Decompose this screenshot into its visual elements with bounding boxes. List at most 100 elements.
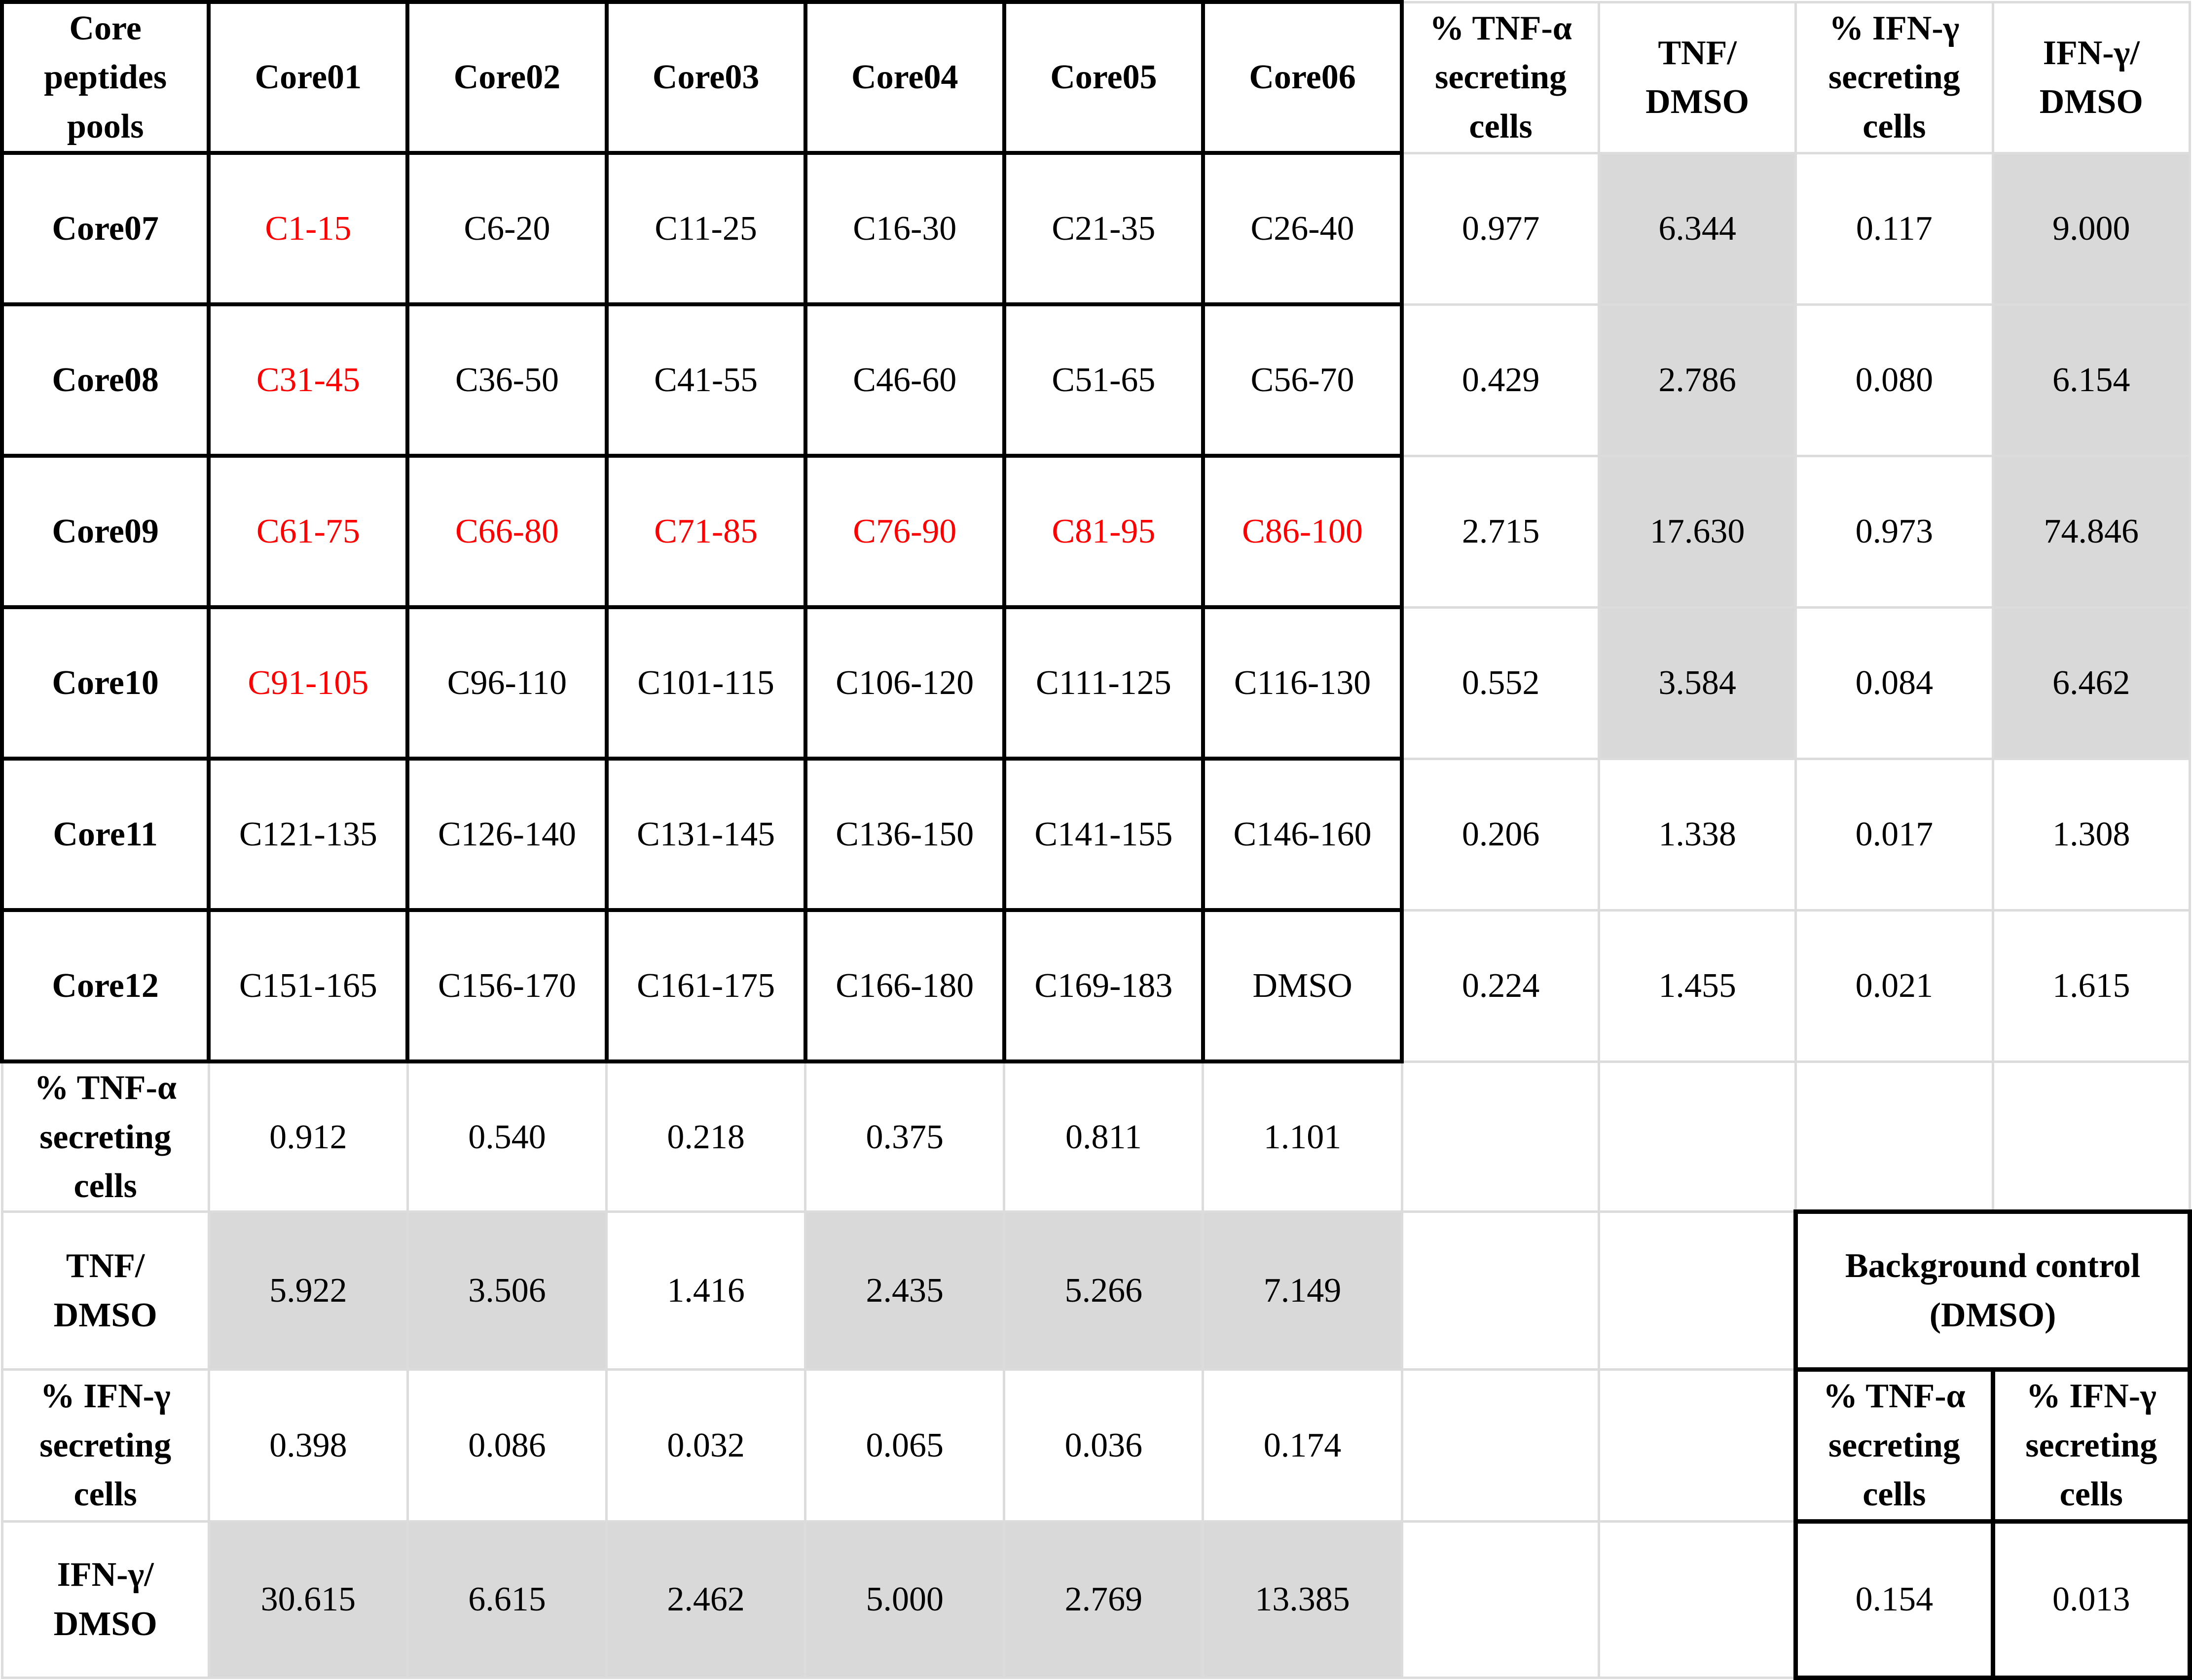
value-cell: 3.506 — [406, 1210, 608, 1371]
value-cell: 0.036 — [1003, 1368, 1205, 1523]
value-cell-tnf-pct: 2.715 — [1400, 454, 1601, 609]
col-header-core04: Core04 — [803, 0, 1006, 155]
empty-cell — [1598, 1210, 1797, 1371]
peptide-cell: C156-170 — [405, 908, 609, 1064]
header-row: Core peptides pools Core01 Core02 Core03… — [0, 0, 2192, 155]
row-label-core08: Core08 — [0, 302, 211, 458]
peptide-cell: C169-183 — [1002, 908, 1205, 1064]
row-label-core10: Core10 — [0, 605, 211, 761]
empty-cell — [1400, 1368, 1601, 1523]
peptide-cell: C11-25 — [604, 151, 807, 307]
value-cell-tnf-pct: 0.552 — [1400, 606, 1601, 760]
empty-cell — [1991, 1060, 2192, 1213]
peptide-cell: C41-55 — [604, 302, 807, 458]
value-cell: 5.266 — [1003, 1210, 1205, 1371]
peptide-cell: C161-175 — [604, 908, 807, 1064]
peptide-cell: C136-150 — [803, 757, 1006, 913]
peptide-cell: C106-120 — [803, 605, 1006, 761]
value-cell: 1.416 — [605, 1210, 807, 1371]
empty-cell — [1598, 1368, 1797, 1523]
value-cell: 2.462 — [605, 1520, 807, 1679]
empty-cell — [1400, 1060, 1601, 1213]
value-cell: 2.769 — [1003, 1520, 1205, 1679]
value-cell-tnf-pct: 0.206 — [1400, 757, 1601, 912]
peptide-cell: C166-180 — [803, 908, 1006, 1064]
value-cell: 0.218 — [605, 1060, 807, 1213]
value-cell: 6.615 — [406, 1520, 608, 1679]
table-row-core07: Core07 C1-15 C6-20 C11-25 C16-30 C21-35 … — [0, 151, 2192, 307]
value-cell: 0.540 — [406, 1060, 608, 1213]
corner-header: Core peptides pools — [0, 0, 211, 155]
value-cell: 0.086 — [406, 1368, 608, 1523]
peptide-cell: C6-20 — [405, 151, 609, 307]
col-header-core02: Core02 — [405, 0, 609, 155]
col-header-tnf-pct: % TNF-α secreting cells — [1400, 0, 1601, 154]
col-header-core06: Core06 — [1201, 0, 1404, 155]
background-control-title: Background control (DMSO) — [1793, 1209, 2192, 1372]
value-cell-tnf-pct: 0.977 — [1400, 151, 1601, 306]
table-row-tnf-ratio: TNF/ DMSO 5.922 3.506 1.416 2.435 5.266 … — [0, 1209, 2192, 1372]
row-label-core12: Core12 — [0, 908, 211, 1064]
value-cell: 0.032 — [605, 1368, 807, 1523]
row-label-ifn-ratio: IFN-γ/ DMSO — [0, 1520, 210, 1679]
peptide-cell: C71-85 — [604, 454, 807, 610]
peptide-cell: C126-140 — [405, 757, 609, 913]
empty-cell — [1794, 1060, 1994, 1213]
value-cell-tnf-ratio: 2.786 — [1598, 303, 1797, 457]
table-row-core09: Core09 C61-75 C66-80 C71-85 C76-90 C81-9… — [0, 454, 2192, 610]
peptide-cell: C116-130 — [1201, 605, 1404, 761]
peptide-cell: C56-70 — [1201, 302, 1404, 458]
table-row-core12: Core12 C151-165 C156-170 C161-175 C166-1… — [0, 908, 2192, 1064]
value-cell-ifn-pct: 0.117 — [1794, 151, 1994, 306]
empty-cell — [1598, 1520, 1797, 1679]
empty-cell — [1400, 1210, 1601, 1371]
row-label-ifn-pct: % IFN-γ secreting cells — [0, 1368, 210, 1523]
value-cell: 30.615 — [207, 1520, 409, 1679]
table-row-core11: Core11 C121-135 C126-140 C131-145 C136-1… — [0, 757, 2192, 913]
row-label-core11: Core11 — [0, 757, 211, 913]
col-header-core05: Core05 — [1002, 0, 1205, 155]
empty-cell — [1598, 1060, 1797, 1213]
value-cell-tnf-ratio: 1.455 — [1598, 909, 1797, 1063]
peptide-cell: C81-95 — [1002, 454, 1205, 610]
col-header-ifn-pct: % IFN-γ secreting cells — [1794, 0, 1994, 154]
value-cell-ifn-ratio: 1.308 — [1991, 757, 2192, 912]
table-row-tnf-pct: % TNF-α secreting cells 0.912 0.540 0.21… — [0, 1060, 2192, 1213]
table-row-ifn-ratio: IFN-γ/ DMSO 30.615 6.615 2.462 5.000 2.7… — [0, 1519, 2192, 1680]
value-cell: 0.398 — [207, 1368, 409, 1523]
col-header-ifn-ratio: IFN-γ/ DMSO — [1991, 0, 2192, 154]
value-cell-tnf-ratio: 6.344 — [1598, 151, 1797, 306]
background-control-ifn-value: 0.013 — [1990, 1519, 2192, 1680]
peptide-cell: C96-110 — [405, 605, 609, 761]
value-cell: 0.065 — [804, 1368, 1006, 1523]
value-cell: 0.811 — [1003, 1060, 1205, 1213]
table-row-core08: Core08 C31-45 C36-50 C41-55 C46-60 C51-6… — [0, 302, 2192, 458]
peptide-cell: C86-100 — [1201, 454, 1404, 610]
peptide-cell: C46-60 — [803, 302, 1006, 458]
peptide-cell: C141-155 — [1002, 757, 1205, 913]
background-control-ifn-header: % IFN-γ secreting cells — [1990, 1367, 2192, 1524]
value-cell: 1.101 — [1202, 1060, 1403, 1213]
peptide-cell: C31-45 — [207, 302, 410, 458]
row-label-tnf-pct: % TNF-α secreting cells — [0, 1060, 210, 1213]
value-cell-ifn-ratio: 74.846 — [1991, 454, 2192, 609]
peptide-cell: C91-105 — [207, 605, 410, 761]
peptide-cell: C21-35 — [1002, 151, 1205, 307]
peptide-cell: C61-75 — [207, 454, 410, 610]
peptide-cell: C151-165 — [207, 908, 410, 1064]
value-cell-ifn-pct: 0.973 — [1794, 454, 1994, 609]
table-row-core10: Core10 C91-105 C96-110 C101-115 C106-120… — [0, 605, 2192, 761]
background-control-tnf-header: % TNF-α secreting cells — [1793, 1367, 1995, 1524]
value-cell-ifn-pct: 0.080 — [1794, 303, 1994, 457]
value-cell: 7.149 — [1202, 1210, 1403, 1371]
row-label-core09: Core09 — [0, 454, 211, 610]
col-header-core01: Core01 — [207, 0, 410, 155]
peptide-cell: C121-135 — [207, 757, 410, 913]
value-cell-tnf-pct: 0.429 — [1400, 303, 1601, 457]
peptide-cell: C66-80 — [405, 454, 609, 610]
value-cell-ifn-ratio: 1.615 — [1991, 909, 2192, 1063]
peptide-cell: C76-90 — [803, 454, 1006, 610]
value-cell-ifn-ratio: 6.462 — [1991, 606, 2192, 760]
row-label-core07: Core07 — [0, 151, 211, 307]
